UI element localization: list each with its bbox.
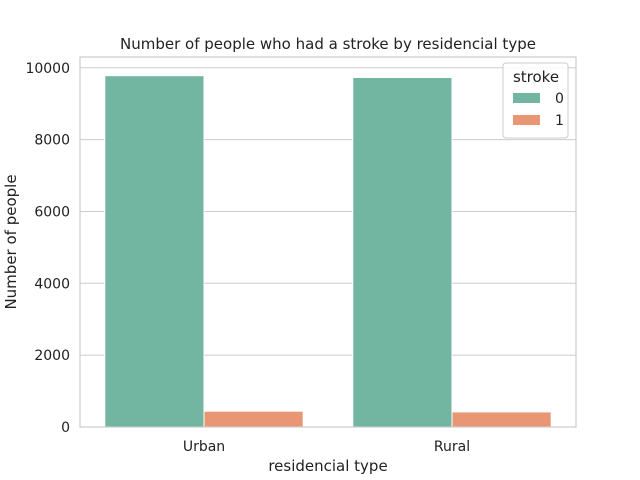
legend-label-0: 0 xyxy=(555,91,564,107)
legend-swatch-1 xyxy=(513,115,540,125)
bar-urban-stroke-1 xyxy=(203,410,304,428)
plot-frame xyxy=(79,56,577,428)
legend-label-1: 1 xyxy=(555,113,564,129)
x-axis-label: residencial type xyxy=(268,457,387,475)
y-tick-label-0: 0 xyxy=(61,420,70,436)
x-tick-label-urban: Urban xyxy=(183,439,225,455)
y-tick-label-4: 8000 xyxy=(34,133,70,149)
y-tick-label-3: 6000 xyxy=(34,204,70,220)
y-tick-label-5: 10000 xyxy=(25,61,70,77)
legend-title: stroke xyxy=(513,68,559,86)
y-axis-label: Number of people xyxy=(2,174,20,309)
y-tick-label-2: 4000 xyxy=(34,276,70,292)
chart-title: Number of people who had a stroke by res… xyxy=(120,35,536,53)
bar-urban-stroke-0 xyxy=(104,75,205,428)
legend-items: 01 xyxy=(513,91,564,129)
bar-rural-stroke-1 xyxy=(451,411,552,428)
legend-swatch-0 xyxy=(513,93,540,103)
bar-rural-stroke-0 xyxy=(352,76,453,428)
y-tick-labels: 0 2000 4000 6000 8000 10000 xyxy=(25,61,70,436)
y-tick-label-1: 2000 xyxy=(34,348,70,364)
bars-layer xyxy=(104,75,552,428)
x-tick-label-rural: Rural xyxy=(434,439,470,455)
x-tick-labels: Urban Rural xyxy=(183,439,470,455)
legend: stroke 01 xyxy=(502,62,569,139)
